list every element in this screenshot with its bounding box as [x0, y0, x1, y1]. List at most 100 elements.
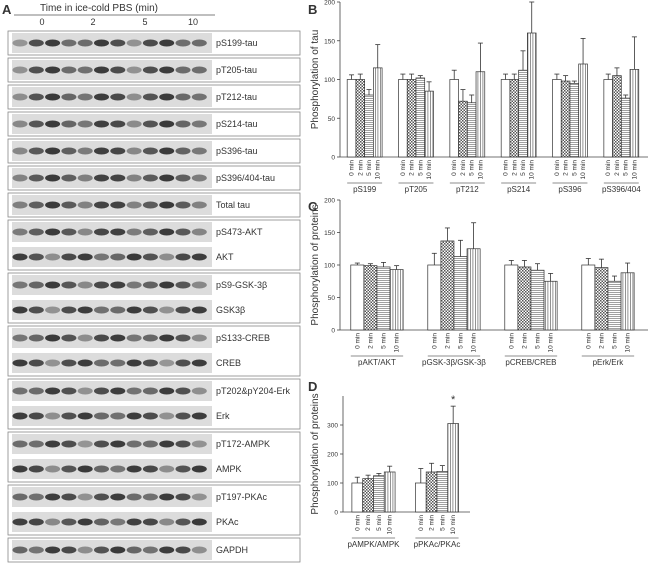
timepoint-label: 10 [188, 17, 198, 27]
blot-band [191, 518, 207, 526]
blot-band [159, 387, 175, 395]
blot-band [175, 228, 191, 236]
blot-band [126, 201, 142, 209]
bar [362, 478, 374, 513]
blot-band [175, 93, 191, 101]
series-label: 0 min [585, 333, 592, 349]
blot-band [94, 201, 109, 209]
series-label: 0 min [431, 333, 438, 349]
blot-band [126, 306, 142, 314]
blot-band [110, 174, 126, 182]
blot-band [159, 493, 175, 501]
blot-band [126, 93, 142, 101]
series-label: 0 min [508, 333, 515, 349]
blot-band [159, 359, 175, 367]
blot-band [191, 93, 207, 101]
blot-band [159, 93, 175, 101]
y-tick-label: 300 [327, 423, 338, 430]
series-label: 2 min [598, 333, 605, 349]
blot-label: pT172-AMPK [216, 439, 270, 449]
blot-band [12, 493, 28, 501]
blot-label: pS133-CREB [216, 333, 270, 343]
blot-label: PKAc [216, 517, 239, 527]
blot-band [94, 493, 109, 501]
x-tick-label: pCREB/CREB [505, 358, 556, 367]
bar [346, 79, 357, 158]
blot-band [94, 440, 109, 448]
blot-band [126, 493, 142, 501]
blot-band [94, 518, 109, 526]
blot-label: AKT [216, 252, 234, 262]
blot-band [142, 493, 158, 501]
blot-band [191, 493, 207, 501]
blot-band [175, 359, 191, 367]
series-label: 0 min [400, 160, 407, 176]
blot-box [7, 57, 301, 83]
blot-band [61, 147, 77, 155]
blot-band [94, 174, 109, 182]
series-label: 0 min [354, 333, 361, 349]
blot-band [77, 546, 93, 554]
blot-band [61, 174, 77, 182]
blot-band [110, 120, 126, 128]
series-label: 0 min [349, 160, 356, 176]
blot-band [61, 334, 77, 342]
blot-band [175, 493, 191, 501]
panel-letter: D [308, 379, 317, 394]
series-label: 0 min [451, 160, 458, 176]
bar [607, 280, 622, 331]
series-label: 0 min [354, 515, 361, 531]
blot-label: pS396/404-tau [216, 173, 275, 183]
blot-band [12, 359, 28, 367]
bar [364, 94, 374, 158]
blot-band [12, 93, 28, 101]
timepoint-label: 2 [90, 17, 95, 27]
blot-band [12, 253, 28, 261]
blot-band [12, 306, 28, 314]
blot-band [77, 359, 93, 367]
blot-band [191, 306, 207, 314]
blot-band [191, 201, 207, 209]
bar [449, 79, 459, 158]
blot-band [191, 359, 207, 367]
series-label: 10 min [625, 333, 632, 353]
blot-band [61, 518, 77, 526]
blot-band [45, 253, 61, 261]
blot-band [77, 93, 93, 101]
blot-band [28, 440, 44, 448]
blot-band [12, 387, 28, 395]
blot-band [175, 334, 191, 342]
blot-band [61, 93, 77, 101]
blot-band [45, 174, 61, 182]
y-tick-label: 150 [324, 230, 335, 237]
blot-band [12, 39, 28, 47]
series-label: 2 min [521, 333, 528, 349]
blot-band [77, 412, 93, 420]
blot-band [126, 546, 142, 554]
series-label: 10 min [394, 333, 401, 353]
series-label: 5 min [520, 160, 527, 176]
blot-band [12, 281, 28, 289]
blot-band [94, 120, 109, 128]
series-label: 5 min [458, 333, 465, 349]
blot-band [110, 334, 126, 342]
blot-band [28, 518, 44, 526]
blot-band [126, 281, 142, 289]
timepoint-label: 0 [39, 17, 44, 27]
blot-band [142, 334, 158, 342]
blot-band [110, 147, 126, 155]
blot-band [77, 39, 93, 47]
blot-band [110, 39, 126, 47]
blot-band [159, 228, 175, 236]
timepoint-label: 5 [142, 17, 147, 27]
blot-band [175, 147, 191, 155]
series-label: 10 min [471, 333, 478, 353]
blot-band [28, 66, 44, 74]
blot-band [77, 147, 93, 155]
blot-band [142, 359, 158, 367]
blot-band [28, 493, 44, 501]
y-tick-label: 0 [331, 155, 335, 162]
blot-band [94, 253, 109, 261]
blot-band [94, 147, 109, 155]
blot-band [45, 440, 61, 448]
